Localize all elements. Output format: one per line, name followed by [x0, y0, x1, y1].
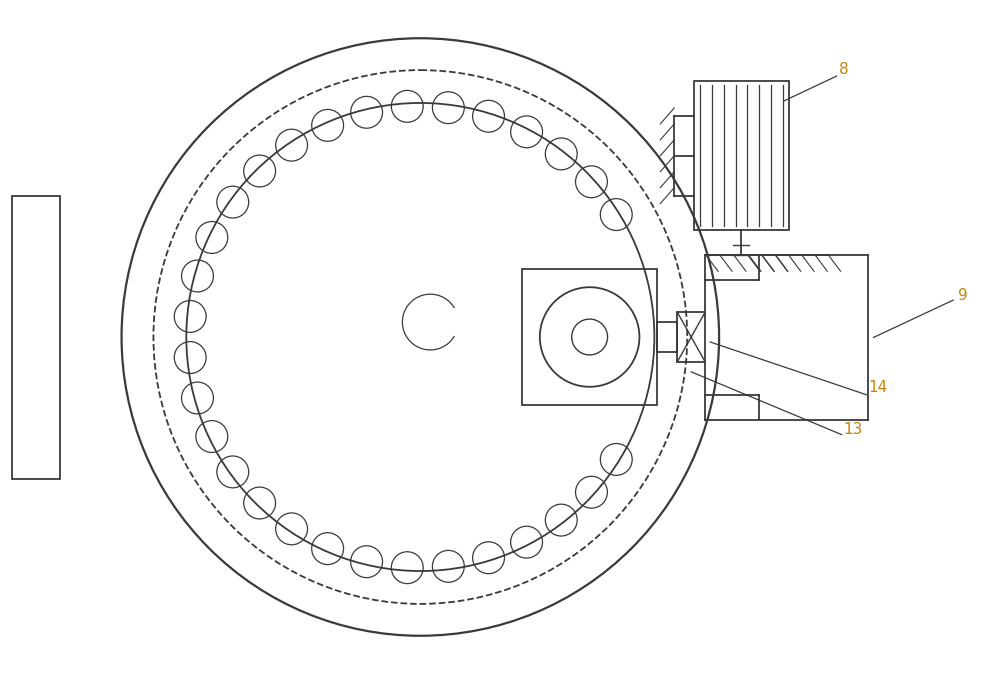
Text: 13: 13 — [844, 422, 863, 437]
Bar — [677, 312, 705, 362]
Bar — [522, 270, 657, 404]
Bar — [657, 322, 677, 352]
Bar — [12, 195, 60, 479]
Text: 8: 8 — [839, 61, 848, 77]
Text: 14: 14 — [868, 380, 888, 395]
Text: 9: 9 — [958, 288, 968, 303]
Bar — [694, 81, 789, 231]
